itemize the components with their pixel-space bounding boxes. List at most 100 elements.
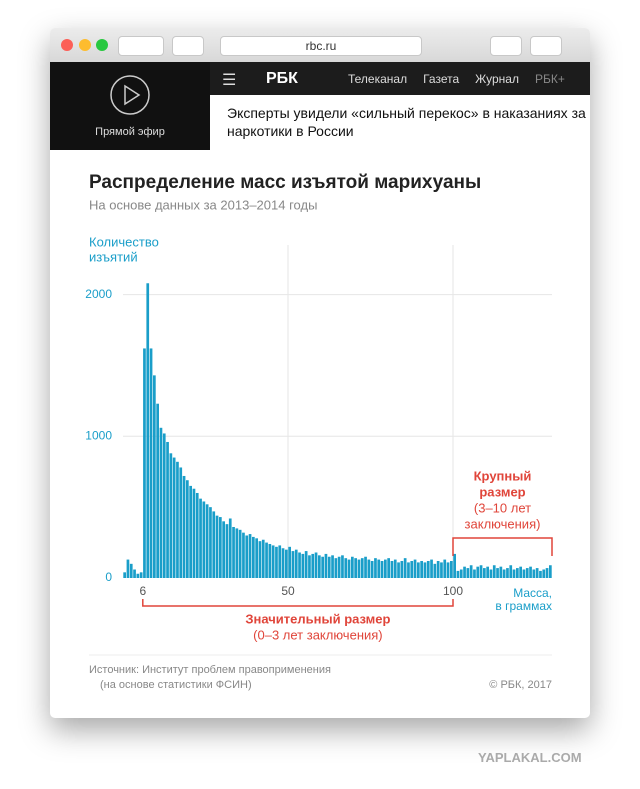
y-axis-label: изъятий [89,249,138,264]
bar [232,526,235,578]
bar [549,565,552,578]
bar [453,553,456,578]
bar [430,559,433,578]
live-label: Прямой эфир [95,126,165,138]
bar [337,556,341,578]
chart-title: Распределение масс изъятой марихуаны [89,172,481,193]
bar [278,545,282,578]
bar [166,441,169,578]
sidebar-button[interactable] [172,36,204,56]
bar [238,529,242,578]
menu-icon[interactable]: ☰ [222,72,237,89]
browser-window: rbc.ru Прямой эфир ☰ РБК Телеканал Газета… [50,28,590,718]
bar [159,427,163,578]
bar [374,558,377,578]
bar [215,515,219,578]
bar [357,559,361,578]
bar [324,553,328,578]
nav-item[interactable]: Журнал [475,72,519,86]
bar [123,572,126,578]
bar [423,562,427,578]
live-block[interactable]: Прямой эфир [50,62,210,150]
zoom-button[interactable] [96,39,108,51]
bar [384,559,387,578]
bar [489,569,493,578]
bar [176,461,179,578]
bar [367,559,371,578]
bar [314,552,318,578]
bar [172,457,176,578]
play-icon [110,75,150,115]
bar [380,560,384,578]
annotation-note: (0–3 лет заключения) [253,627,382,642]
headline[interactable]: Эксперты увидели «сильный перекос» в нак… [227,105,586,139]
bar [433,563,437,578]
annotation-label: размер [479,484,525,499]
bar [331,555,334,578]
bar [459,569,463,578]
bar [486,566,489,578]
bar [202,501,206,578]
nav: Телеканал Газета Журнал РБК+ [348,72,565,86]
bar [179,467,183,578]
bar [443,559,447,578]
y-tick-label: 0 [105,570,112,584]
x-tick-label: 6 [139,584,146,598]
bar [304,551,308,578]
bar [417,562,420,578]
close-button[interactable] [61,39,73,51]
logo[interactable]: РБК [266,70,298,87]
bar [225,524,229,578]
bar [535,568,539,578]
bar [235,528,239,578]
nav-item[interactable]: Газета [423,72,460,86]
bar [476,566,480,578]
bar [205,504,209,578]
bar [228,518,232,578]
bar [344,558,348,578]
bar [466,568,470,578]
nav-item[interactable]: РБК+ [534,72,565,86]
bar [334,558,338,578]
bar [288,546,291,578]
bar [301,553,305,578]
bar [311,553,315,578]
bar [413,559,417,578]
annotation-label: Значительный размер [245,611,390,626]
bar [542,569,546,578]
bar [354,558,357,578]
bar [446,562,450,578]
source: Источник: Институт проблем правоприменен… [89,664,331,676]
bar [440,562,443,578]
bar [390,560,394,578]
nav-item[interactable]: Телеканал [348,72,408,86]
bar [351,556,354,578]
tabs-button[interactable] [530,36,562,56]
bar [308,555,311,578]
bar [360,558,364,578]
bar [162,433,166,578]
share-button[interactable] [490,36,522,56]
bar [506,568,509,578]
bar [516,568,519,578]
bar [426,560,430,578]
bar [156,403,159,578]
bar [347,559,351,578]
address-bar[interactable]: rbc.ru [220,36,422,56]
bar [496,568,499,578]
bar [393,559,397,578]
nav-buttons[interactable] [118,36,164,56]
chart: Распределение масс изъятой марихуаны На … [85,172,553,691]
chart-subtitle: На основе данных за 2013–2014 годы [89,197,317,212]
bar [255,538,258,578]
minimize-button[interactable] [79,39,91,51]
bar [473,569,476,578]
headline-box: Эксперты увидели «сильный перекос» в нак… [210,95,590,150]
bar [545,568,549,578]
copyright: © РБК, 2017 [489,679,552,691]
bar [532,569,536,578]
bar [539,570,542,578]
bar [133,569,136,578]
bar [261,539,265,578]
bar [450,560,453,578]
